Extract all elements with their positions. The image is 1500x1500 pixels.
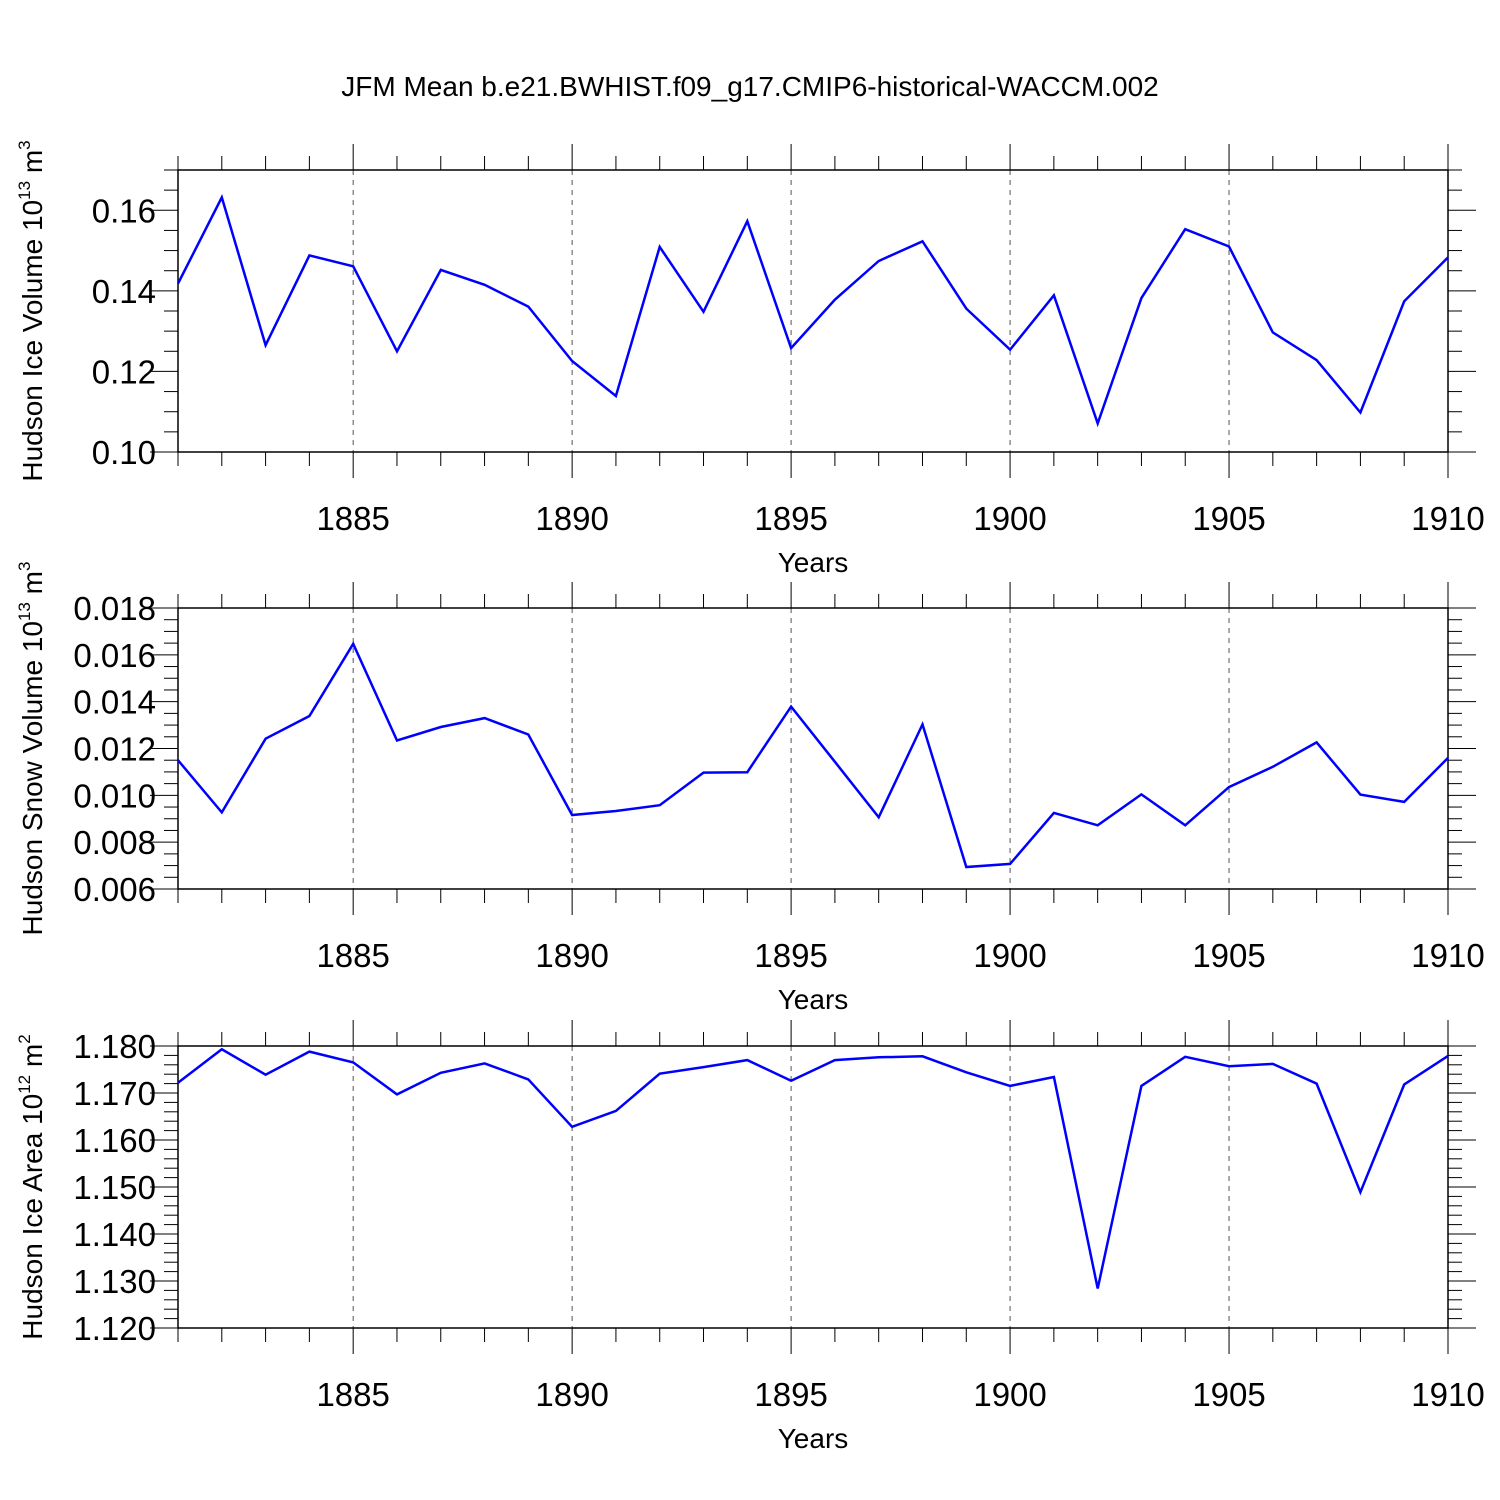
x-axis-title: Years bbox=[778, 1423, 849, 1454]
y-axis-title: Hudson Snow Volume 1013 m3 bbox=[15, 562, 48, 936]
x-tick-label: 1900 bbox=[973, 1376, 1046, 1413]
y-tick-label: 0.018 bbox=[73, 590, 156, 627]
chart-panel-1: 1885 1890 1895 1900 1905 1910 0.10 0.12 0.14 0.16… bbox=[15, 140, 1485, 578]
x-tick-label: 1905 bbox=[1192, 500, 1265, 537]
x-tick-label: 1885 bbox=[316, 937, 389, 974]
x-tick-label: 1895 bbox=[754, 937, 827, 974]
x-tick-label: 1885 bbox=[316, 1376, 389, 1413]
x-tick-label: 1890 bbox=[535, 1376, 608, 1413]
x-tick-label: 1895 bbox=[754, 1376, 827, 1413]
y-tick-label: 0.14 bbox=[92, 273, 156, 310]
y-tick-label: 0.016 bbox=[73, 637, 156, 674]
panels: 1885 1890 1895 1900 1905 1910 0.10 0.12 0.14 0.16… bbox=[15, 140, 1485, 1454]
series-line-1 bbox=[177, 641, 1449, 869]
y-tick-label: 1.150 bbox=[73, 1169, 156, 1206]
y-tick-label: 0.010 bbox=[73, 777, 156, 814]
series-line-1 bbox=[177, 1047, 1449, 1289]
y-tick-label: 1.140 bbox=[73, 1216, 156, 1253]
x-tick-label: 1910 bbox=[1411, 937, 1484, 974]
y-tick-label: 0.10 bbox=[92, 434, 156, 471]
y-tick-label: 0.008 bbox=[73, 824, 156, 861]
y-tick-label: 0.12 bbox=[92, 353, 156, 390]
chart-panel-2: 1885 1890 1895 1900 1905 1910 0.006 0.008 0.010 0… bbox=[15, 562, 1485, 1015]
y-tick-label: 0.014 bbox=[73, 684, 156, 721]
x-axis-title: Years bbox=[778, 547, 849, 578]
x-tick-label: 1910 bbox=[1411, 1376, 1484, 1413]
x-tick-label: 1905 bbox=[1192, 1376, 1265, 1413]
chart-panel-3: 1885 1890 1895 1900 1905 1910 1.120 1.130 1.140 1… bbox=[15, 1020, 1485, 1454]
y-tick-label: 0.012 bbox=[73, 731, 156, 768]
x-tick-label: 1885 bbox=[316, 500, 389, 537]
plot-frame bbox=[177, 1045, 1449, 1329]
y-tick-label: 1.130 bbox=[73, 1263, 156, 1300]
x-tick-label: 1905 bbox=[1192, 937, 1265, 974]
series-line-1 bbox=[176, 194, 1449, 428]
y-axis-title: Hudson Ice Area 1012 m2 bbox=[15, 1034, 48, 1339]
x-tick-label: 1890 bbox=[535, 937, 608, 974]
y-tick-label: 1.180 bbox=[73, 1028, 156, 1065]
x-axis-title: Years bbox=[778, 984, 849, 1015]
x-tick-label: 1900 bbox=[973, 937, 1046, 974]
x-tick-label: 1900 bbox=[973, 500, 1046, 537]
y-tick-label: 0.006 bbox=[73, 871, 156, 908]
plot-frame bbox=[177, 607, 1449, 890]
y-axis-title: Hudson Ice Volume 1013 m3 bbox=[15, 140, 48, 481]
plot-frame bbox=[177, 169, 1449, 453]
x-tick-label: 1895 bbox=[754, 500, 827, 537]
x-tick-label: 1910 bbox=[1411, 500, 1484, 537]
y-tick-label: 0.16 bbox=[92, 192, 156, 229]
y-tick-label: 1.170 bbox=[73, 1075, 156, 1112]
x-tick-label: 1890 bbox=[535, 500, 608, 537]
chart-title: JFM Mean b.e21.BWHIST.f09_g17.CMIP6-hist… bbox=[341, 71, 1158, 102]
y-tick-label: 1.160 bbox=[73, 1122, 156, 1159]
y-tick-label: 1.120 bbox=[73, 1310, 156, 1347]
